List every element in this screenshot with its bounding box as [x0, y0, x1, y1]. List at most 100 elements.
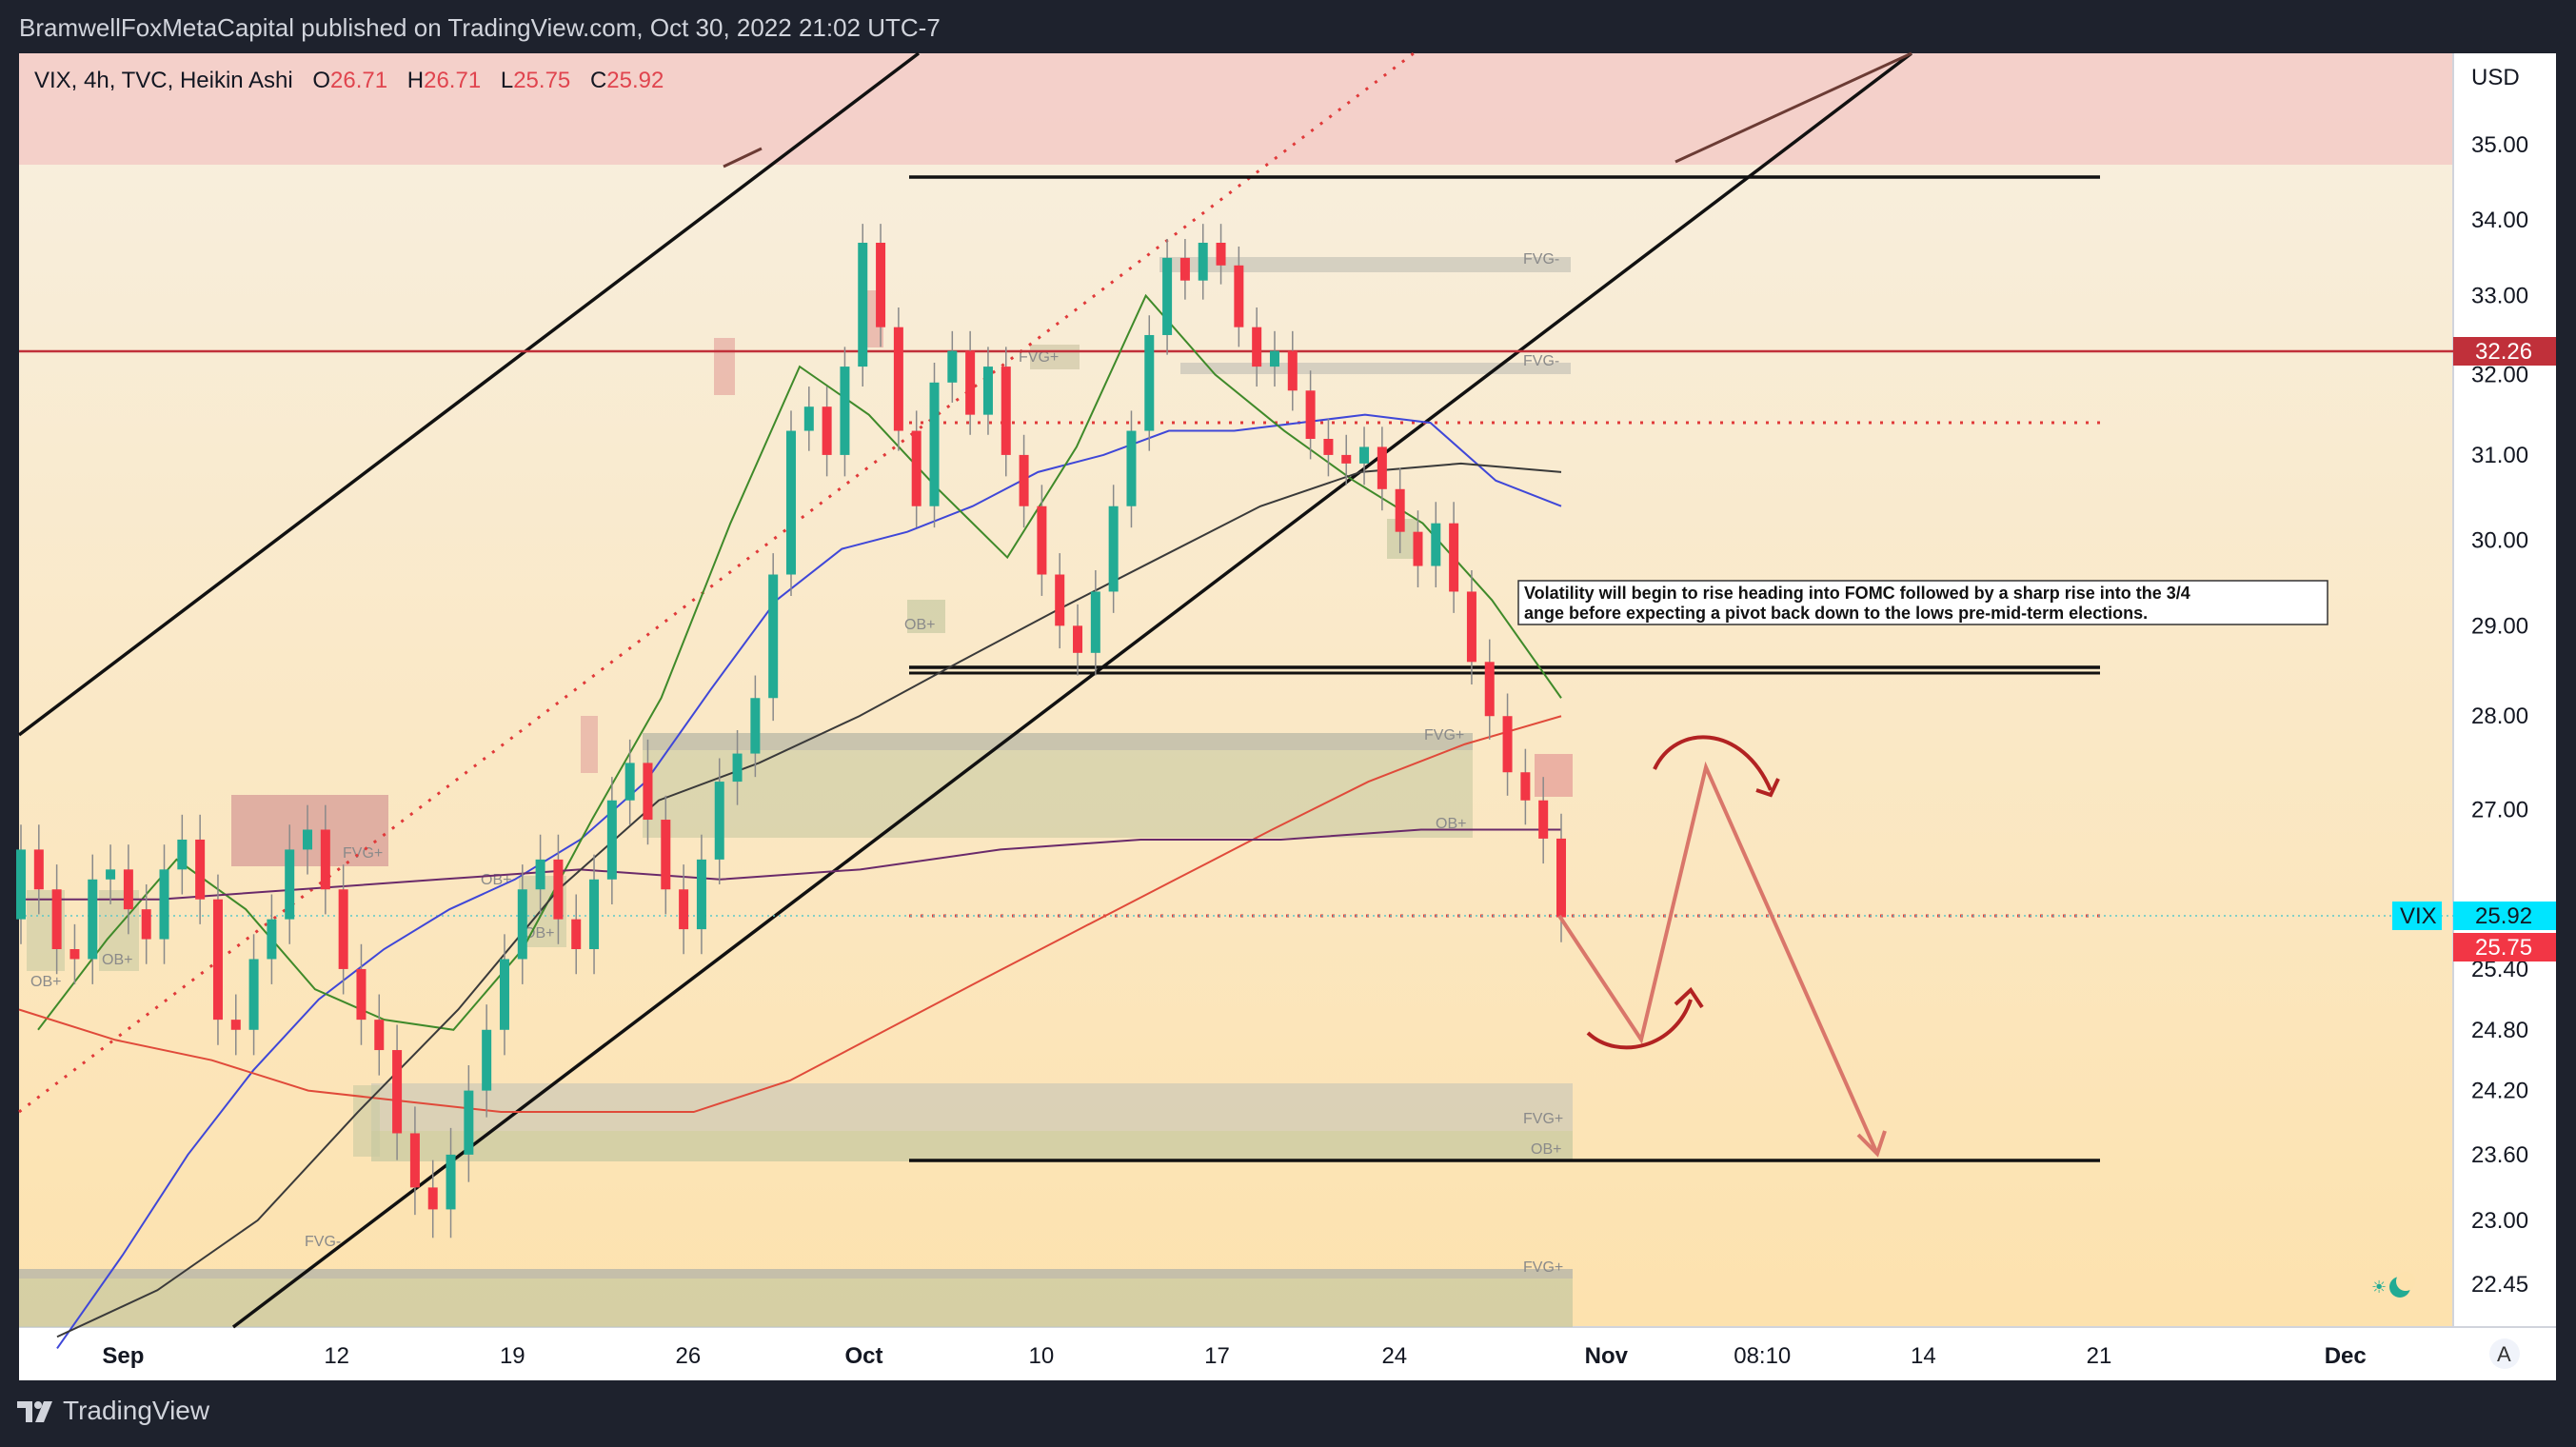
legend-open: 26.71: [330, 68, 387, 93]
y-tick-label: 28.00: [2471, 704, 2528, 729]
zone-label: FVG+: [1523, 1111, 1563, 1127]
tradingview-brand: TradingView: [63, 1396, 210, 1425]
annotation-callout[interactable]: Volatility will begin to rise heading in…: [1517, 580, 2328, 625]
x-tick-label: 17: [1204, 1343, 1230, 1369]
annotation-line-2: ange before expecting a pivot back down …: [1524, 604, 2148, 623]
candle-body: [1234, 265, 1244, 327]
time-axis: [19, 1327, 2453, 1380]
legend-close: 25.92: [606, 68, 664, 93]
candle-body: [1216, 243, 1226, 266]
zone-label: FVG+: [1523, 1259, 1563, 1276]
price-chart[interactable]: FVG- FVG- FVG+ FVG+ FVG+ FVG+ OB+ OB+ OB…: [0, 0, 2576, 1380]
x-tick-label: Sep: [102, 1343, 144, 1369]
candle-body: [1252, 327, 1262, 367]
footer-bar: TradingView: [0, 1380, 2576, 1447]
candle-body: [446, 1154, 456, 1210]
tradingview-logo-icon[interactable]: [17, 1397, 57, 1426]
candle-body: [1449, 523, 1459, 592]
y-tick-label: 27.00: [2471, 798, 2528, 823]
zone-label: OB+: [102, 952, 132, 968]
x-tick-label: 19: [500, 1343, 525, 1369]
time-axis-ticks: Sep 12 19 26 Oct 10 17 24 Nov 08:10 14 21 Dec: [102, 1343, 2366, 1369]
candle-body: [1466, 591, 1476, 663]
candle-body: [965, 350, 976, 415]
legend-high: 26.71: [424, 68, 481, 93]
zone-label: FVG-: [1523, 251, 1559, 268]
price-label-close-value: 25.75: [2475, 935, 2532, 961]
candle-body: [482, 1029, 492, 1091]
candle-body: [1520, 772, 1531, 801]
candle-body: [1108, 505, 1119, 592]
x-tick-label: Dec: [2325, 1343, 2367, 1369]
y-tick-label: 33.00: [2471, 284, 2528, 309]
candle-body: [911, 430, 921, 506]
x-tick-label: Oct: [845, 1343, 883, 1369]
zone-label: FVG+: [343, 845, 383, 862]
candle-body: [1090, 591, 1100, 653]
x-tick-label: 08:10: [1734, 1343, 1791, 1369]
candle-body: [123, 869, 133, 910]
candle-body: [51, 889, 62, 950]
legend-low: 25.75: [513, 68, 570, 93]
candle-body: [929, 382, 940, 506]
candle-body: [1269, 350, 1279, 367]
y-tick-label: 23.00: [2471, 1208, 2528, 1234]
candle-body: [517, 889, 527, 960]
zone-label: OB+: [30, 974, 61, 990]
candle-body: [696, 859, 706, 930]
session-moon-icon: ☀: [2371, 1272, 2415, 1298]
svg-text:☀: ☀: [2371, 1278, 2387, 1298]
candle-body: [553, 859, 564, 920]
x-tick-label: 10: [1028, 1343, 1054, 1369]
candle-body: [374, 1020, 385, 1051]
candle-body: [1073, 625, 1083, 653]
candle-body: [88, 879, 98, 960]
candle-body: [464, 1090, 474, 1155]
candle-body: [1001, 367, 1011, 455]
candle-body: [750, 698, 761, 754]
symbol-legend: VIX, 4h, TVC, Heikin Ashi O26.71 H26.71 …: [34, 68, 664, 93]
candle-body: [876, 243, 886, 327]
zone-label: OB+: [1531, 1141, 1561, 1158]
candle-body: [1341, 454, 1352, 464]
candle-body: [893, 327, 903, 431]
candle-body: [1502, 716, 1513, 773]
candle-body: [212, 899, 223, 1021]
candle-body: [267, 919, 277, 960]
y-tick-label: 32.00: [2471, 362, 2528, 387]
candle-body: [16, 849, 26, 920]
y-tick-label: 35.00: [2471, 132, 2528, 158]
candle-body: [1556, 838, 1566, 918]
candle-body: [1037, 505, 1047, 575]
annotation-line-1: Volatility will begin to rise heading in…: [1524, 584, 2190, 603]
svg-text:VIX, 4h, TVC, Heikin Ashi: VIX, 4h, TVC, Heikin Ashi O26.71 H26.71 …: [34, 68, 664, 93]
candle-body: [589, 879, 600, 950]
moving-average-line: [37, 293, 1562, 1031]
zone-label: OB+: [904, 617, 935, 633]
x-tick-label: Nov: [1585, 1343, 1629, 1369]
zone-labels: FVG- FVG- FVG+ FVG+ FVG+ FVG+ OB+ OB+ OB…: [30, 251, 1563, 1276]
zone-label: OB+: [1436, 816, 1466, 832]
auto-scale-button[interactable]: A: [2489, 1338, 2520, 1369]
candle-body: [714, 782, 724, 860]
candle-body: [338, 889, 348, 969]
candle-body: [1377, 446, 1387, 489]
candle-body: [1484, 662, 1495, 717]
x-tick-label: 26: [676, 1343, 702, 1369]
candle-body: [499, 959, 509, 1030]
price-label-vix-name: VIX: [2400, 903, 2437, 929]
candle-body: [1162, 257, 1173, 335]
y-tick-label: 22.45: [2471, 1272, 2528, 1298]
y-tick-label: 30.00: [2471, 528, 2528, 554]
fvg-ob-zones: [19, 257, 1573, 1327]
candle-body: [822, 406, 832, 455]
candle-body: [1305, 390, 1316, 440]
candle-body: [679, 889, 689, 930]
candle-body: [159, 869, 169, 940]
candle-body: [661, 820, 671, 890]
resistance-zone-top: [19, 53, 2453, 165]
zone-label: OB+: [524, 925, 554, 942]
header-bar: BramwellFoxMetaCapital published on Trad…: [0, 0, 2576, 53]
y-tick-label: 34.00: [2471, 208, 2528, 233]
candle-body: [1019, 454, 1029, 506]
